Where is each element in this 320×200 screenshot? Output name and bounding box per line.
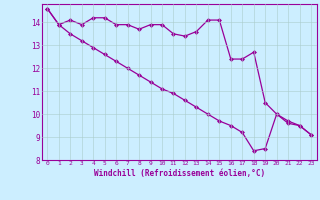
- X-axis label: Windchill (Refroidissement éolien,°C): Windchill (Refroidissement éolien,°C): [94, 169, 265, 178]
